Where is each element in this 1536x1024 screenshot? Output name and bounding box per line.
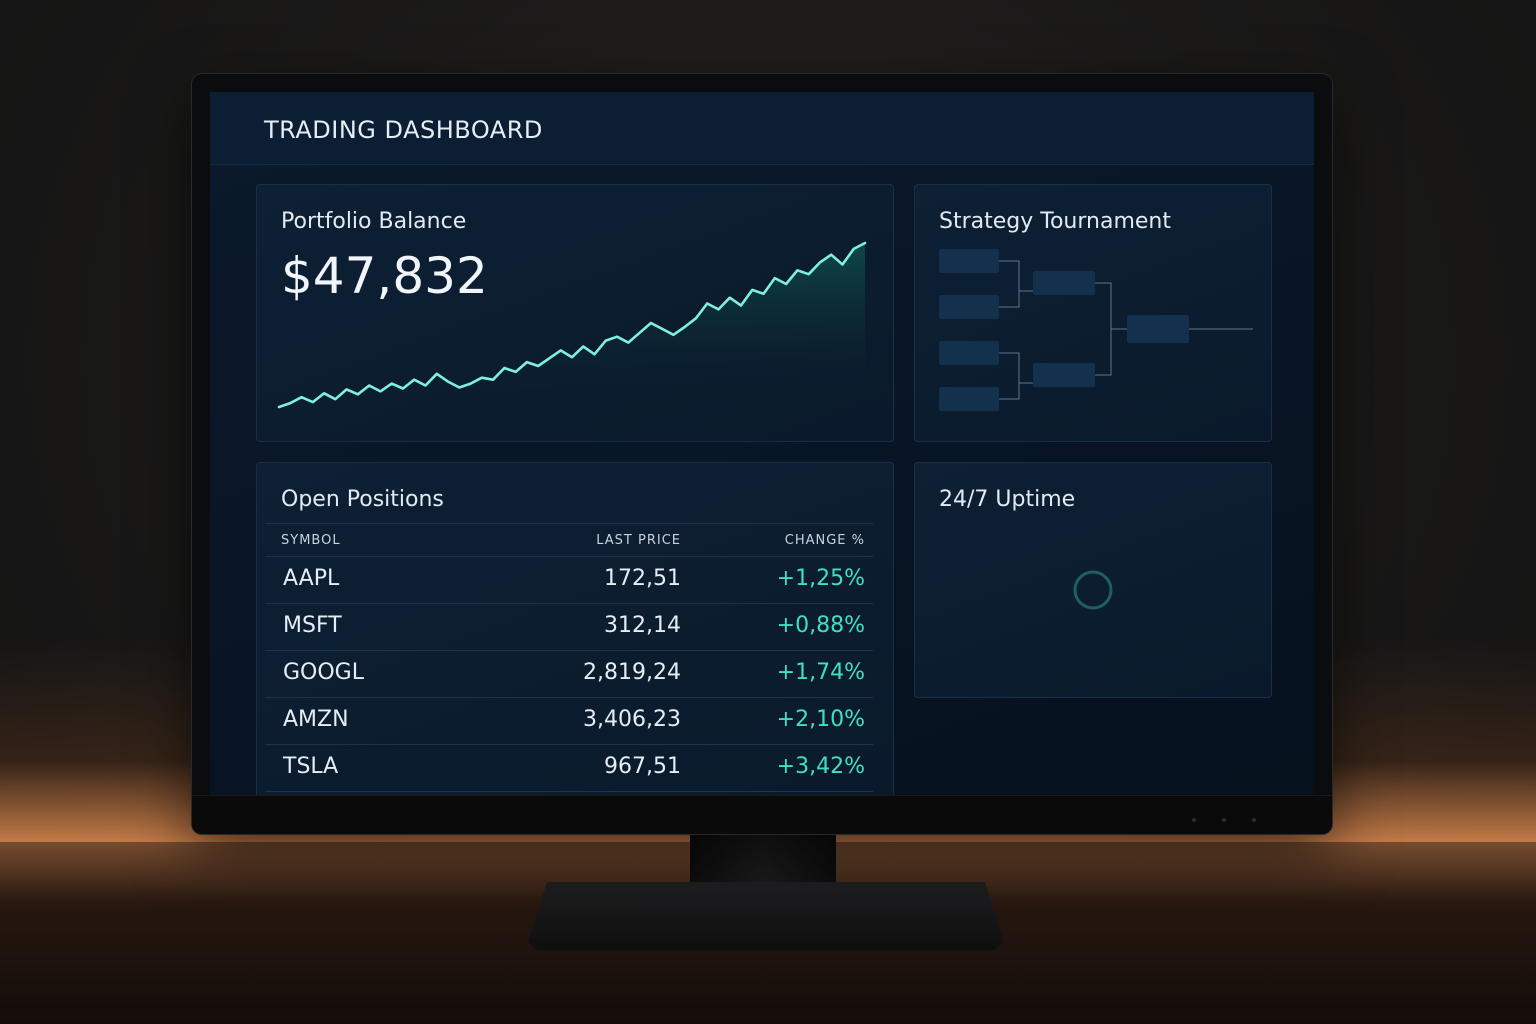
- dashboard-title: TRADING DASHBOARD: [264, 116, 543, 144]
- open-positions-card: Open Positions SYMBOL LAST PRICE CHANGE …: [256, 462, 894, 796]
- monitor-button-icon[interactable]: [1222, 818, 1226, 822]
- monitor-stand-base: [528, 882, 1004, 950]
- bracket-connector-r1-top-b: [999, 291, 1020, 308]
- bracket-slot-final: [1127, 315, 1189, 343]
- bracket-slot-r1-1: [939, 249, 999, 273]
- uptime-ring-icon: [1073, 570, 1113, 610]
- uptime-ring-indicator: [1073, 570, 1113, 610]
- column-header-change[interactable]: CHANGE %: [784, 533, 865, 548]
- portfolio-balance-card: Portfolio Balance $47,832: [256, 184, 894, 442]
- position-change: +1,74%: [776, 660, 865, 685]
- strategy-tournament-title: Strategy Tournament: [939, 209, 1171, 234]
- bracket-connector-r1-bottom-b: [999, 383, 1020, 400]
- position-symbol: TSLA: [283, 754, 339, 779]
- balance-trend-chart: [277, 241, 867, 409]
- bracket-slot-r1-3: [939, 341, 999, 365]
- monitor-button-icon[interactable]: [1252, 818, 1256, 822]
- bracket-connector-r1-bottom: [999, 352, 1035, 384]
- bracket-slot-r2-2: [1033, 363, 1095, 387]
- dashboard-screen: TRADING DASHBOARD Portfolio Balance $47,…: [210, 92, 1314, 796]
- table-row[interactable]: AAPL 172,51 +1,25%: [265, 556, 873, 604]
- table-row[interactable]: AMZN 3,406,23 +2,10%: [265, 697, 873, 745]
- table-row[interactable]: GOOGL 2,819,24 +1,74%: [265, 650, 873, 698]
- column-header-last-price[interactable]: LAST PRICE: [596, 533, 681, 548]
- bracket-connector-r2: [1095, 282, 1129, 376]
- uptime-card: 24/7 Uptime: [914, 462, 1272, 698]
- monitor-button-icon[interactable]: [1192, 818, 1196, 822]
- table-row[interactable]: MSFT 312,14 +0,88%: [265, 603, 873, 651]
- position-symbol: GOOGL: [283, 660, 364, 685]
- position-last-price: 3,406,23: [583, 707, 681, 732]
- position-change: +1,25%: [776, 566, 865, 591]
- position-change: +2,10%: [776, 707, 865, 732]
- uptime-title: 24/7 Uptime: [939, 487, 1076, 512]
- position-change: +0,88%: [776, 613, 865, 638]
- position-symbol: AMZN: [283, 707, 349, 732]
- portfolio-balance-title: Portfolio Balance: [281, 209, 467, 234]
- balance-trend-area: [279, 243, 865, 407]
- bracket-connectors: [999, 260, 1253, 400]
- open-positions-title: Open Positions: [281, 487, 444, 512]
- position-symbol: AAPL: [283, 566, 340, 591]
- monitor-chin: [192, 795, 1332, 834]
- table-row[interactable]: TSLA 967,51 +3,42%: [265, 744, 873, 792]
- bracket-connector-r1-top: [999, 260, 1035, 292]
- column-header-symbol[interactable]: SYMBOL: [281, 533, 341, 548]
- balance-trend-line: [277, 241, 867, 409]
- position-symbol: MSFT: [283, 613, 342, 638]
- bracket-slot-r1-2: [939, 295, 999, 319]
- bracket-slot-r1-4: [939, 387, 999, 411]
- position-last-price: 2,819,24: [583, 660, 681, 685]
- monitor: TRADING DASHBOARD Portfolio Balance $47,…: [192, 74, 1332, 834]
- position-change: +3,42%: [776, 754, 865, 779]
- position-last-price: 312,14: [604, 613, 681, 638]
- tournament-bracket: [939, 249, 1253, 411]
- bracket-slots: [939, 249, 1189, 411]
- position-last-price: 172,51: [604, 566, 681, 591]
- bracket-slot-r2-1: [1033, 271, 1095, 295]
- positions-table-header: SYMBOL LAST PRICE CHANGE %: [265, 523, 873, 557]
- strategy-tournament-card: Strategy Tournament: [914, 184, 1272, 442]
- top-bar: TRADING DASHBOARD: [210, 92, 1314, 165]
- portfolio-balance-value: $47,832: [281, 247, 488, 305]
- position-last-price: 967,51: [604, 754, 681, 779]
